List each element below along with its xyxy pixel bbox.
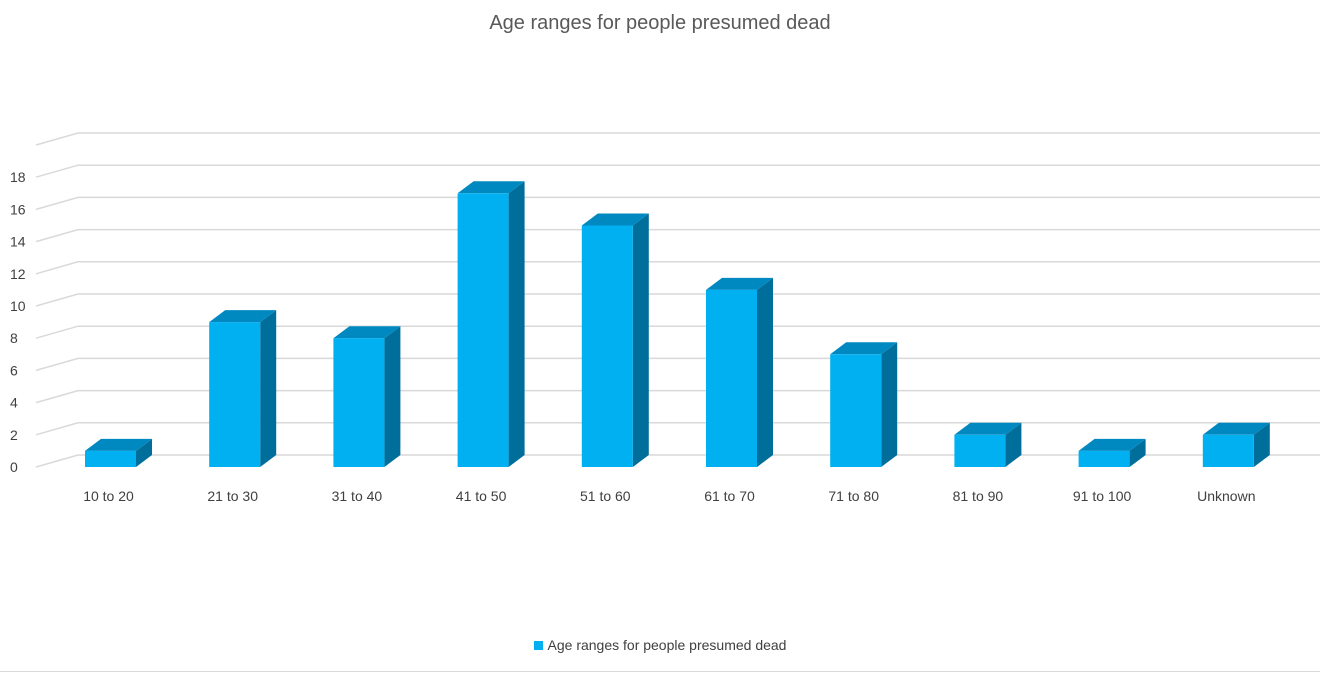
bar-top <box>1202 422 1270 435</box>
bar-side <box>260 310 277 467</box>
bar <box>706 277 773 467</box>
bar <box>333 326 401 467</box>
bar-top <box>209 310 277 323</box>
gridline <box>35 389 1320 404</box>
y-tick-label: 2 <box>10 427 18 443</box>
x-tick-label: 61 to 70 <box>704 488 755 504</box>
y-tick-label: 12 <box>10 266 26 282</box>
chart-title: Age ranges for people presumed dead <box>489 12 831 34</box>
y-tick-label: 0 <box>10 459 18 475</box>
bar-side <box>1253 422 1270 467</box>
y-tick-label: 8 <box>10 330 18 346</box>
gridlines <box>35 132 1320 468</box>
bar-side <box>757 277 773 467</box>
bar-side <box>881 342 898 467</box>
bar-side <box>136 438 152 467</box>
y-axis-tick-labels: 0 2 4 6 8 10 12 14 16 18 <box>10 169 26 475</box>
bar-side <box>1005 422 1022 467</box>
bar <box>1078 438 1146 467</box>
bar-side <box>1129 438 1146 467</box>
y-tick-label: 6 <box>10 362 18 378</box>
bar-front <box>706 289 757 467</box>
bar-front <box>830 354 882 467</box>
bar <box>1202 422 1270 467</box>
bar-top <box>457 181 525 194</box>
bar-front <box>581 225 633 467</box>
bar-front <box>85 450 136 467</box>
gridline <box>35 422 1320 436</box>
x-tick-label: 51 to 60 <box>580 488 631 504</box>
bars <box>85 181 1270 468</box>
bar-front <box>209 322 261 467</box>
legend: Age ranges for people presumed dead <box>0 637 1320 653</box>
gridline <box>35 132 1320 146</box>
bar <box>209 310 277 467</box>
bar <box>830 342 898 467</box>
bar <box>581 213 649 467</box>
bar-side <box>632 213 649 467</box>
gridline <box>35 454 1320 468</box>
legend-label: Age ranges for people presumed dead <box>547 637 787 653</box>
y-tick-label: 14 <box>10 234 26 250</box>
bar-front <box>333 338 385 467</box>
x-tick-label: 81 to 90 <box>953 488 1004 504</box>
x-axis-tick-labels: 10 to 20 21 to 30 31 to 40 41 to 50 51 to 60… <box>83 488 1255 504</box>
y-tick-label: 16 <box>10 201 26 217</box>
bar-front <box>1202 434 1254 467</box>
gridline <box>35 164 1320 178</box>
gridline <box>35 261 1320 275</box>
x-tick-label: 31 to 40 <box>332 488 383 504</box>
y-tick-label: 10 <box>10 298 26 314</box>
bar-side <box>384 326 401 467</box>
x-tick-label: 10 to 20 <box>83 488 134 504</box>
bar-front <box>1078 450 1130 467</box>
bar <box>954 422 1022 467</box>
bar-top <box>1078 438 1146 451</box>
x-tick-label: 71 to 80 <box>828 488 879 504</box>
bar-top <box>830 342 898 355</box>
bar <box>85 438 152 467</box>
x-tick-label: 91 to 100 <box>1073 488 1132 504</box>
bottom-divider <box>0 671 1320 672</box>
gridline <box>35 293 1320 307</box>
bar-top <box>333 326 401 339</box>
bar-side <box>508 181 525 468</box>
bar-top <box>706 277 773 290</box>
y-tick-label: 4 <box>10 395 18 411</box>
y-tick-label: 18 <box>10 169 26 185</box>
bar-front <box>954 434 1006 467</box>
x-tick-label: Unknown <box>1197 488 1255 504</box>
gridline <box>35 325 1320 339</box>
bar <box>457 181 525 468</box>
x-tick-label: 21 to 30 <box>207 488 258 504</box>
bar-top <box>85 438 152 451</box>
x-tick-label: 41 to 50 <box>456 488 507 504</box>
bar-front <box>457 193 509 468</box>
legend-swatch <box>533 640 543 650</box>
bar-top <box>581 213 649 226</box>
bar-top <box>954 422 1022 435</box>
gridline <box>35 357 1320 372</box>
gridline <box>35 228 1320 243</box>
gridline <box>35 196 1320 211</box>
